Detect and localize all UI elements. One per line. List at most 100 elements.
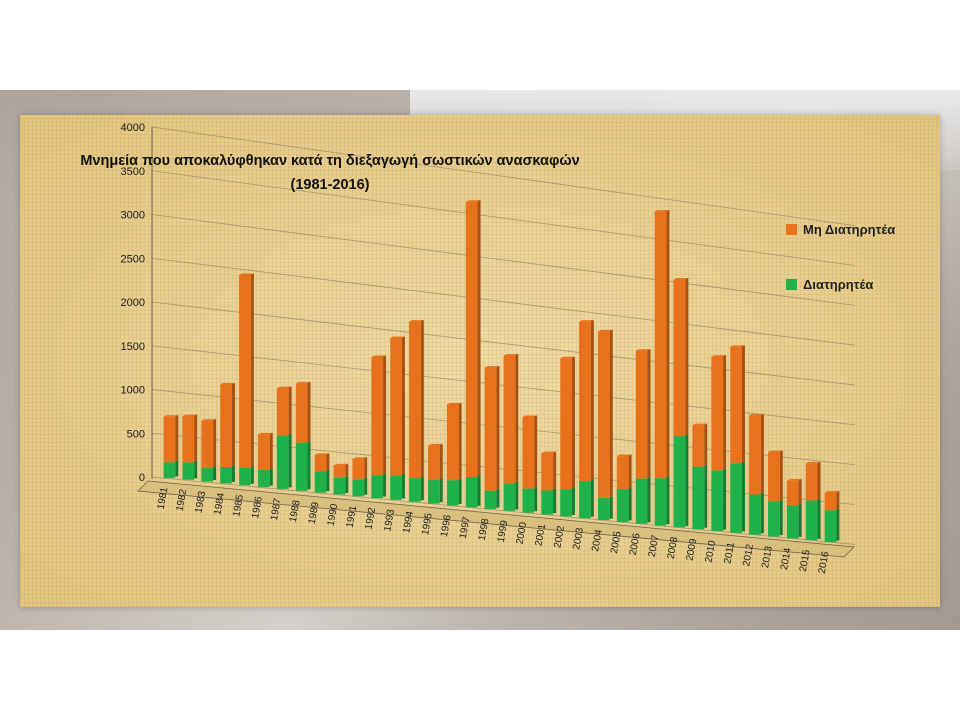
bar-side-preserved [836,508,840,541]
x-tick-label: 2006 [628,532,643,556]
x-tick-label: 2015 [798,548,813,572]
bar-preserved [616,489,629,522]
bar-non-preserved [258,434,270,470]
bar-side-preserved [628,487,632,521]
bar-non-preserved [484,367,497,491]
bar-side-non-preserved [345,463,349,476]
chart-panel: 0 500 1000 1500 2000 2500 3000 3500 4000 1981 198… [20,115,940,607]
bar-side-preserved [326,469,330,492]
bar-side-preserved [383,473,387,497]
gridline [151,476,856,545]
bar-non-preserved [522,416,535,489]
bar-top [258,432,273,435]
bar-side-non-preserved [798,479,802,505]
x-tick-label: 1984 [212,492,227,516]
y-tick-label: 2000 [121,297,145,309]
x-tick-label: 2004 [590,528,605,552]
bar-top [598,329,613,332]
bar-side-non-preserved [401,336,405,474]
x-tick-label: 1982 [175,488,190,512]
bar-non-preserved [673,279,686,437]
y-tick-label: 1000 [121,385,145,397]
gridline [151,345,856,426]
bar-side-non-preserved [326,453,330,470]
bar-preserved [673,436,686,528]
bar-side-non-preserved [628,454,632,488]
bar-side-preserved [798,504,802,537]
bar-top [824,491,840,493]
bar-preserved [239,467,251,486]
bar-top [749,413,764,416]
bar-side-preserved [288,434,292,488]
bar-non-preserved [503,355,516,484]
bar-non-preserved [295,383,308,443]
x-tick-label: 1986 [250,495,265,519]
bar-preserved [654,478,667,526]
bar-side-non-preserved [439,443,443,479]
bar-top [560,356,575,359]
bar-top [276,386,292,389]
x-tick-label: 2009 [685,537,700,561]
bar-top [692,423,708,426]
bar-side-non-preserved [307,381,311,442]
bar-preserved [711,470,724,532]
bar-non-preserved [220,384,232,467]
bar-top [428,443,443,446]
y-tick-label: 4000 [121,122,145,134]
bar-non-preserved [654,211,667,479]
bar-non-preserved [692,425,705,467]
bar-preserved [805,500,818,541]
bar-top [654,210,670,212]
x-tick-label: 2007 [647,534,662,558]
bar-preserved [579,481,591,519]
bar-top [163,415,179,417]
bar-side-preserved [571,487,575,515]
legend-label-preserved: Διατηρητέα [803,277,873,292]
bar-non-preserved [446,404,459,481]
bar-side-non-preserved [571,356,575,488]
bar-top [503,354,519,356]
bar-non-preserved [182,416,195,463]
x-tick-label: 1988 [288,499,303,523]
bar-side-preserved [666,476,670,525]
bar-top [673,278,689,280]
bar-preserved [371,475,384,499]
bar-side-non-preserved [420,320,424,477]
bar-side-non-preserved [647,349,651,478]
bar-non-preserved [616,456,629,490]
bar-preserved [314,471,327,493]
y-axis-ticks: 0 500 1000 1500 2000 2500 3000 3500 4000 [121,122,145,484]
gridline [151,257,856,346]
bar-non-preserved [409,321,421,479]
bar-side-preserved [741,461,745,532]
bar-top [220,383,235,385]
bar-non-preserved [805,463,818,501]
bar-non-preserved [579,321,591,482]
bar-side-preserved [194,460,198,479]
x-tick-label: 1981 [156,486,171,510]
bar-non-preserved [598,331,610,498]
bar-preserved [560,489,572,517]
y-tick-label: 500 [127,428,145,440]
bar-side-preserved [704,465,708,528]
gridline [151,170,856,266]
bar-side-preserved [590,479,594,517]
bar-side-preserved [213,466,217,481]
bar-side-non-preserved [609,329,613,497]
bar-side-non-preserved [250,273,254,467]
x-tick-label: 2014 [779,547,794,571]
bar-preserved [465,477,478,508]
bar-preserved [749,494,761,535]
bar-non-preserved [541,453,554,491]
gridline [151,126,856,227]
bar-top [711,355,727,357]
bar-non-preserved [749,415,761,495]
x-tick-label: 2010 [703,539,718,563]
bar-side-non-preserved [269,432,273,469]
bar-side-non-preserved [364,457,368,478]
bar-side-preserved [609,496,613,519]
bar-side-preserved [420,476,424,501]
bar-top [786,479,802,481]
bar-top [522,415,538,417]
chart-subtitle: (1981-2016) [291,177,370,193]
